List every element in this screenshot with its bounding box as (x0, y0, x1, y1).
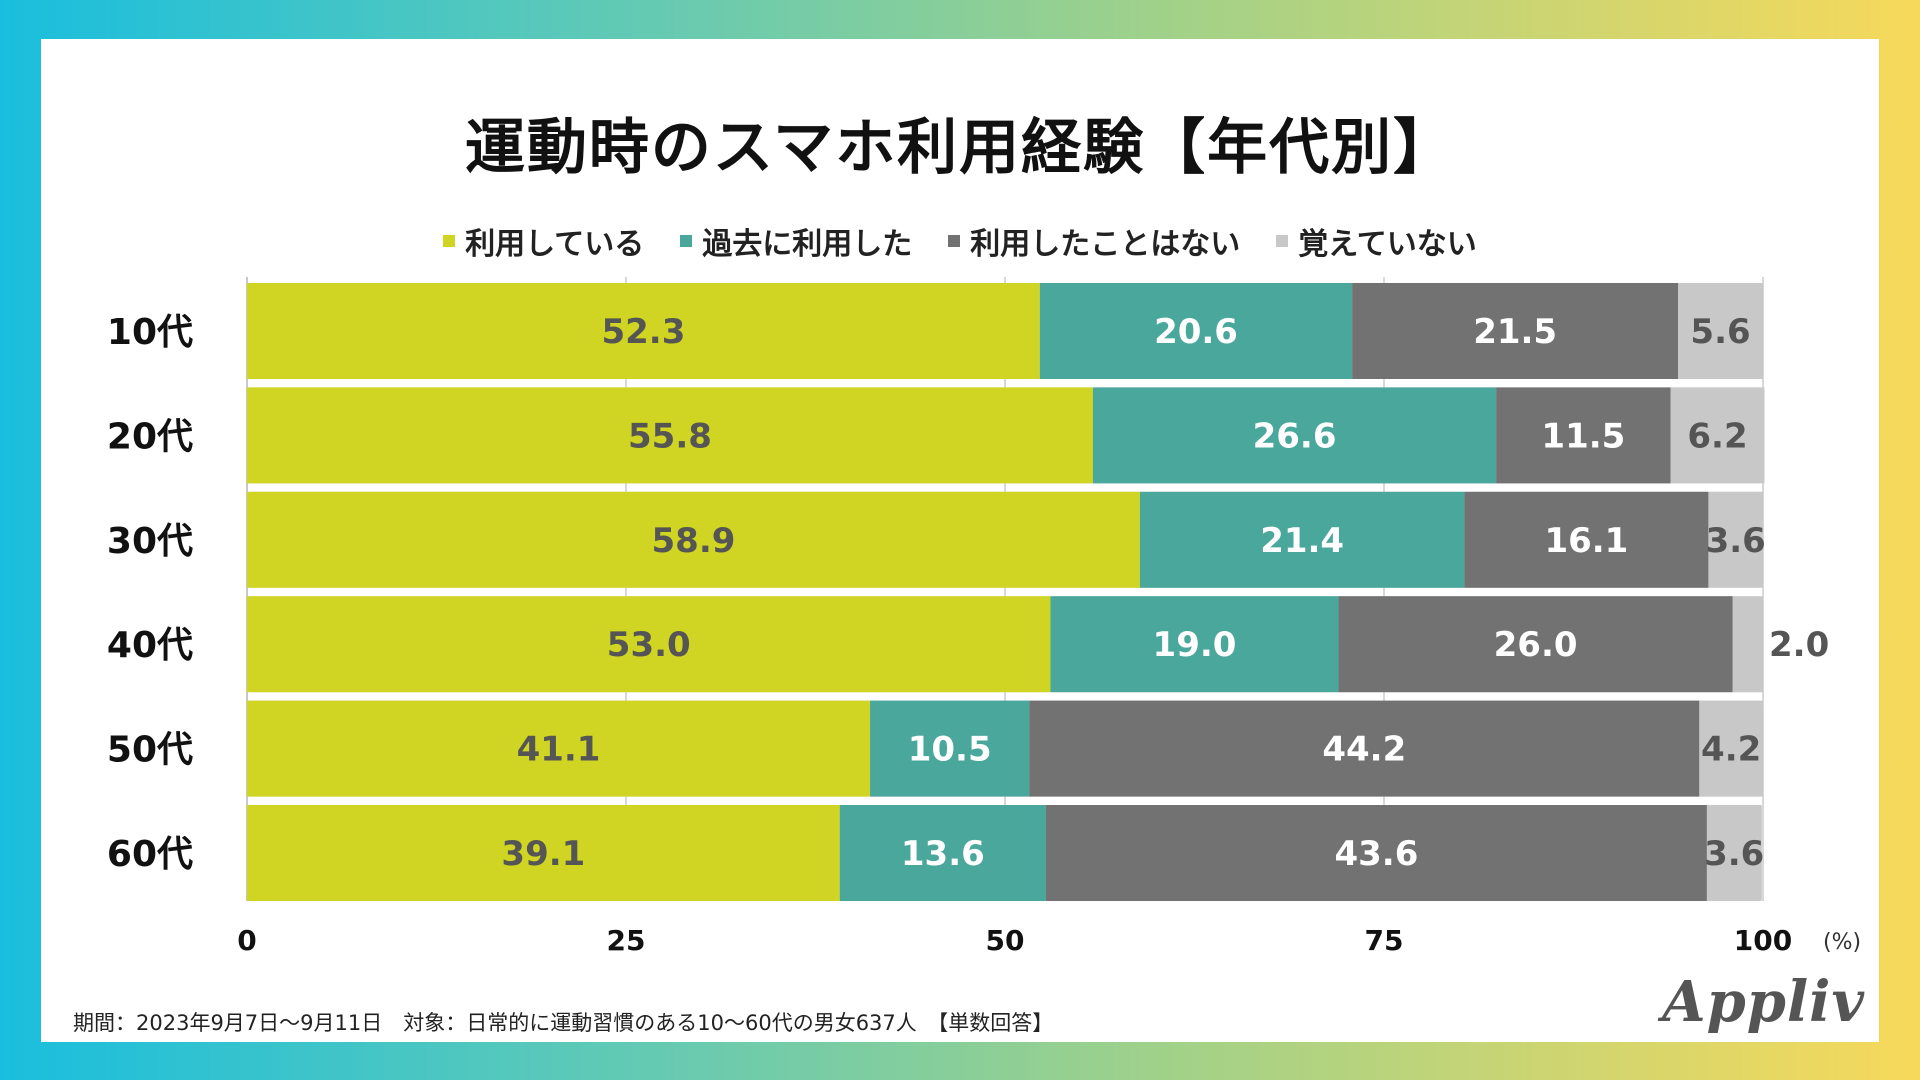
category-label: 10代 (107, 312, 193, 353)
chart-card: 運動時のスマホ利用経験【年代別】 利用している 過去に利用した 利用したことはない 覚… (41, 39, 1879, 1042)
bar-value-label: 13.6 (901, 834, 985, 874)
bar-value-label: 52.3 (601, 312, 685, 352)
legend-item: 過去に利用した (680, 219, 912, 263)
bar-segment (1039, 283, 1353, 379)
bar-value-label: 19.0 (1153, 625, 1237, 665)
bar-value-label: 20.6 (1154, 312, 1238, 352)
bar-segment (1092, 387, 1497, 484)
category-label: 60代 (107, 834, 193, 875)
brand-logo: Appliv (1662, 969, 1865, 1035)
bar-segment (1338, 596, 1733, 693)
category-label: 50代 (107, 730, 193, 771)
bar-segment (1732, 596, 1763, 693)
bar-value-label: 21.5 (1473, 312, 1557, 352)
bar-segment (247, 805, 840, 901)
bar-value-label: 39.1 (501, 834, 585, 874)
x-axis-unit: (%) (1823, 930, 1861, 955)
bar-segment (839, 805, 1046, 901)
legend-item: 利用している (443, 219, 644, 263)
x-tick-label: 0 (237, 924, 256, 957)
legend-swatch (680, 235, 693, 247)
bar-segment (1678, 283, 1763, 379)
bar-segment (870, 700, 1030, 797)
bar-value-label: 2.0 (1769, 625, 1829, 665)
bar-value-label: 5.6 (1690, 312, 1750, 352)
legend-swatch (948, 235, 961, 247)
bar-value-label: 41.1 (517, 730, 601, 770)
bar-segment (247, 491, 1140, 588)
legend-label: 覚えていない (1298, 227, 1477, 262)
bar-segment (1045, 805, 1707, 901)
chart-title: 運動時のスマホ利用経験【年代別】 (464, 113, 1456, 183)
bar-segment (1050, 596, 1339, 693)
category-label: 40代 (107, 625, 193, 666)
legend-label: 過去に利用した (702, 227, 913, 262)
bar-value-label: 6.2 (1687, 416, 1747, 456)
bar-value-label: 3.6 (1704, 834, 1764, 874)
bar-value-label: 44.2 (1322, 730, 1406, 770)
bar-value-label: 53.0 (607, 625, 691, 665)
x-tick-label: 100 (1734, 924, 1792, 957)
legend-swatch (443, 235, 456, 247)
bar-segment (247, 596, 1051, 693)
bar-value-label: 10.5 (908, 730, 992, 770)
bar-segment (247, 283, 1040, 379)
legend-label: 利用したことはない (970, 227, 1241, 262)
bar-segment (1029, 700, 1700, 797)
bar-value-label: 26.0 (1494, 625, 1578, 665)
bar-segment (1352, 283, 1679, 379)
bar-value-label: 58.9 (652, 521, 736, 561)
bar-segment (1464, 491, 1709, 588)
legend-item: 利用したことはない (948, 219, 1240, 263)
x-tick-label: 75 (1365, 924, 1404, 957)
legend-item: 覚えていない (1276, 219, 1477, 263)
bar-value-label: 26.6 (1253, 416, 1337, 456)
bar-value-label: 3.6 (1706, 521, 1766, 561)
bar-segment (247, 700, 871, 797)
bar-value-label: 43.6 (1334, 834, 1418, 874)
legend: 利用している 過去に利用した 利用したことはない 覚えていない (41, 219, 1879, 263)
bar-segment (1496, 387, 1671, 484)
bar-value-label: 55.8 (628, 416, 712, 456)
legend-label: 利用している (465, 227, 645, 262)
legend-swatch (1276, 235, 1289, 247)
bar-segment (247, 387, 1093, 484)
survey-footnote: 期間：2023年9月7日〜9月11日 対象：日常的に運動習慣のある10〜60代の… (73, 1011, 1054, 1035)
category-label: 30代 (107, 521, 193, 562)
bar-value-label: 21.4 (1260, 521, 1344, 561)
bar-segment (1670, 387, 1765, 484)
bar-segment (1708, 491, 1763, 588)
x-tick-label: 25 (607, 924, 646, 957)
bar-value-label: 4.2 (1701, 730, 1761, 770)
bar-segment (1706, 805, 1762, 901)
x-tick-label: 50 (986, 924, 1025, 957)
bar-segment (1699, 700, 1763, 797)
category-label: 20代 (107, 416, 193, 457)
stacked-bar-chart: 52.3 20.6 21.5 5.6 10代 55.8 26.6 11.5 6.2 20代 58.9… (107, 277, 1861, 957)
bar-segment (1139, 491, 1465, 588)
bar-value-label: 11.5 (1541, 416, 1625, 456)
bar-value-label: 16.1 (1544, 521, 1628, 561)
